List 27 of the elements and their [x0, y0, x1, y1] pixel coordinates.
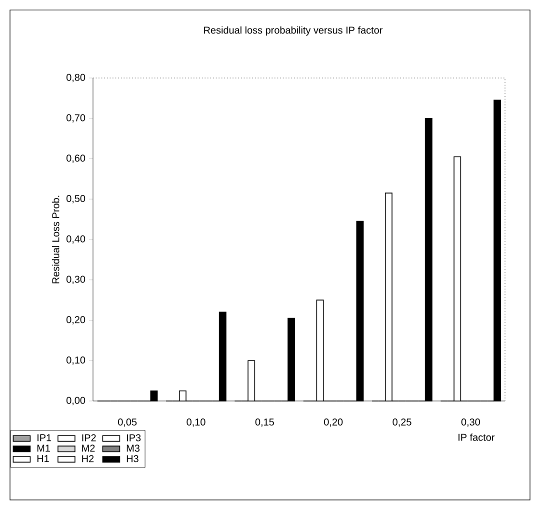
legend-label: IP1: [38, 434, 52, 442]
legend-label: M2: [82, 444, 95, 452]
x-tick-label: 0,25: [392, 418, 412, 427]
y-tick-label: 0,60: [66, 154, 86, 163]
y-axis-title: Residual Loss Prob.: [52, 196, 60, 284]
legend-label: M3: [126, 444, 140, 452]
legend-label: IP3: [127, 434, 141, 442]
y-tick-label: 0,70: [66, 114, 86, 122]
chart-title: Residual loss probability versus IP factor: [204, 26, 383, 36]
legend-label: H3: [126, 455, 138, 462]
x-tick-label: 0,20: [324, 418, 343, 427]
y-tick-label: 0,00: [66, 396, 86, 406]
legend-label: H1: [37, 455, 49, 462]
y-tick-label: 0,40: [66, 235, 86, 244]
legend-label: IP2: [82, 434, 96, 442]
y-tick-label: 0,30: [66, 276, 86, 284]
x-tick-label: 0,30: [461, 418, 480, 427]
y-tick-label: 0,20: [66, 316, 86, 324]
x-tick-label: 0,10: [186, 418, 206, 427]
y-tick-label: 0,80: [66, 74, 86, 82]
legend-label: H2: [82, 455, 94, 462]
x-tick-label: 0,15: [255, 418, 274, 427]
x-tick-label: 0,05: [118, 418, 137, 427]
legend-label: M1: [37, 444, 50, 452]
y-tick-label: 0,10: [66, 356, 86, 365]
y-tick-label: 0,50: [66, 195, 86, 204]
x-axis-title: IP factor: [458, 434, 495, 441]
